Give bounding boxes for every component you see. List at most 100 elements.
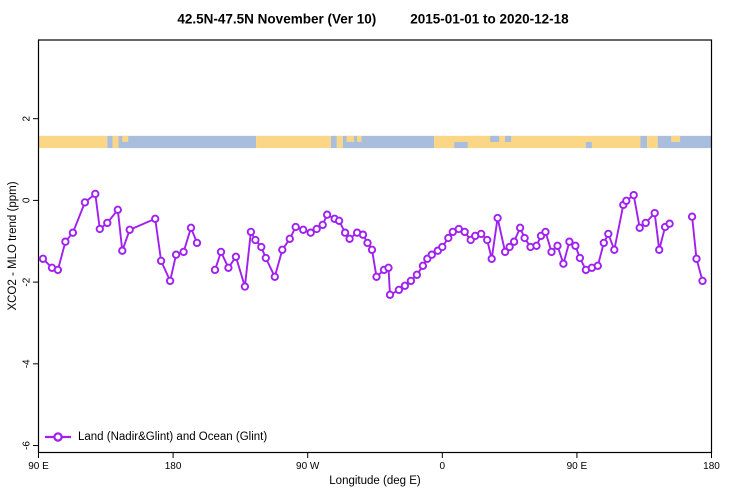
series-marker	[655, 245, 664, 254]
map-band-ocean-segment	[342, 135, 435, 149]
map-band-land-patch	[346, 135, 355, 142]
series-marker	[444, 233, 453, 243]
series-marker	[505, 242, 514, 252]
map-band-ocean-patch	[505, 135, 512, 142]
series-marker	[520, 233, 529, 243]
series-marker	[599, 238, 608, 248]
series-marker	[246, 227, 256, 237]
series-marker	[186, 223, 196, 232]
map-band-ocean-patch	[490, 135, 500, 142]
series-marker	[80, 198, 90, 207]
y-axis-title: XCO2 - MLO trend (ppm)	[7, 181, 19, 311]
chart-title-dates: 2015-01-01 to 2020-12-18	[410, 11, 569, 27]
y-tick-label: -4	[22, 359, 33, 368]
map-band-land-patch	[122, 135, 129, 142]
series-marker	[113, 205, 122, 214]
series-marker	[345, 234, 354, 243]
x-tick-label: 0	[440, 461, 446, 472]
series-marker	[322, 210, 332, 219]
series-marker	[363, 238, 372, 248]
series-marker	[103, 218, 112, 228]
series-marker	[334, 216, 344, 225]
x-tick-label: 90 E	[28, 461, 49, 472]
series-marker	[622, 196, 631, 205]
series-marker	[547, 247, 556, 257]
map-band-land-segment	[647, 135, 658, 149]
series-marker	[629, 190, 638, 200]
series-marker	[171, 250, 181, 259]
map-band-ocean-segment	[118, 135, 257, 149]
series-marker	[692, 254, 701, 263]
x-tick-label: 180	[165, 461, 182, 472]
series-marker	[358, 230, 368, 239]
x-tick-label: 90 W	[296, 461, 320, 472]
chart-title: 42.5N-47.5N November (Ver 10) 2015-01-01…	[177, 12, 568, 27]
x-tick-label: 180	[703, 461, 720, 472]
y-tick-label: 2	[22, 115, 33, 121]
series-marker	[571, 241, 580, 250]
series-marker	[165, 276, 175, 286]
series-marker	[91, 189, 100, 199]
series-marker	[559, 259, 568, 268]
series-marker	[240, 282, 250, 291]
series-marker	[698, 276, 707, 286]
series-marker	[192, 238, 202, 248]
series-marker	[385, 290, 395, 299]
series-marker	[156, 256, 166, 266]
series-marker	[372, 272, 381, 281]
series-marker	[270, 272, 279, 281]
series-line	[691, 216, 704, 282]
series-marker	[593, 261, 602, 270]
series-marker	[224, 263, 233, 272]
series-marker	[418, 261, 428, 270]
series-marker	[210, 265, 220, 275]
series-marker	[515, 223, 525, 232]
series-marker	[665, 219, 674, 228]
series-marker	[641, 218, 650, 228]
series-marker	[650, 208, 659, 218]
series-marker	[487, 254, 496, 263]
y-tick-label: -6	[22, 441, 33, 450]
map-band-ocean-patch	[585, 141, 592, 149]
series-marker	[318, 220, 327, 230]
series-marker	[231, 252, 241, 261]
series-marker	[306, 228, 315, 237]
series-marker	[532, 241, 541, 250]
map-band-land-segment	[38, 135, 108, 149]
map-band-land-segment	[256, 135, 331, 149]
series-marker	[312, 224, 321, 234]
series-marker	[541, 227, 550, 237]
legend-key-marker	[53, 432, 63, 442]
series-marker	[610, 245, 619, 254]
plot-border	[37, 39, 713, 454]
series-marker	[251, 235, 260, 245]
map-band-ocean-segment	[640, 135, 648, 149]
series-marker	[257, 242, 266, 252]
series-marker	[604, 229, 613, 239]
series-marker	[118, 246, 127, 255]
map-band-ocean-segment	[107, 135, 113, 149]
series-marker	[483, 235, 492, 245]
map-band-ocean-patch	[454, 141, 468, 149]
series-marker	[493, 213, 502, 223]
x-axis-title: Longitude (deg E)	[329, 475, 421, 487]
series-marker	[477, 229, 486, 239]
series-marker	[553, 241, 562, 250]
series-marker	[460, 227, 469, 237]
series-marker	[500, 247, 510, 257]
map-band-ocean-segment	[657, 135, 712, 149]
series-marker	[291, 222, 300, 232]
series-marker	[687, 212, 697, 221]
series-marker	[635, 223, 644, 232]
series-marker	[278, 245, 287, 254]
series-marker	[261, 253, 270, 263]
series-marker	[68, 228, 78, 237]
series-marker	[565, 237, 574, 246]
series-marker	[575, 253, 585, 263]
series-marker	[95, 224, 104, 234]
series-marker	[394, 285, 404, 295]
series-marker	[406, 276, 416, 286]
series-marker	[38, 254, 48, 263]
x-tick-label: 90 E	[567, 461, 588, 472]
